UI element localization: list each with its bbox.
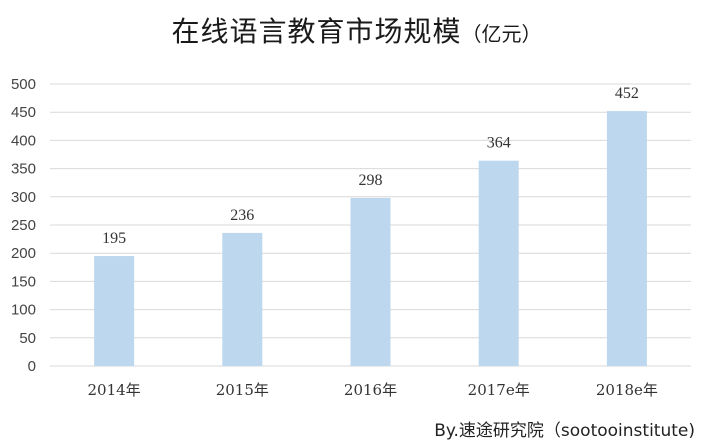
data-label-3: 364 — [487, 135, 511, 152]
y-tick-label: 450 — [11, 104, 36, 121]
bar-3 — [478, 160, 519, 366]
x-category-label-4: 2018e年 — [596, 381, 658, 399]
data-label-4: 452 — [615, 85, 639, 102]
y-axis-ticks: 0 50 100 150 200 250 300 350 400 450 500 — [11, 76, 36, 375]
y-tick-label: 500 — [11, 76, 36, 93]
y-tick-label: 100 — [11, 302, 36, 319]
y-tick-label: 300 — [11, 189, 36, 206]
y-tick-label: 400 — [11, 132, 36, 149]
bars — [94, 111, 647, 367]
y-tick-label: 350 — [11, 161, 36, 178]
data-label-2: 298 — [359, 172, 383, 189]
bar-0 — [94, 256, 135, 366]
y-tick-label: 50 — [19, 330, 36, 347]
chart-title: 在线语言教育市场规模（亿元） — [0, 10, 713, 50]
chart-title-main: 在线语言教育市场规模 — [171, 15, 462, 48]
data-label-1: 236 — [230, 207, 254, 224]
chart-title-unit: （亿元） — [461, 22, 542, 46]
y-tick-label: 250 — [11, 217, 36, 234]
x-axis-categories: 2014年 2015年 2016年 2017e年 2018e年 — [88, 381, 658, 399]
y-tick-label: 150 — [11, 273, 36, 290]
y-tick-label: 200 — [11, 245, 36, 262]
bar-2 — [350, 197, 391, 366]
data-label-0: 195 — [102, 230, 126, 247]
bar-1 — [222, 232, 263, 366]
data-labels: 195 236 298 364 452 — [102, 85, 639, 247]
bar-4 — [606, 111, 647, 367]
x-category-label-1: 2015年 — [216, 381, 269, 399]
x-category-label-0: 2014年 — [88, 381, 141, 399]
x-category-label-3: 2017e年 — [468, 381, 530, 399]
x-category-label-2: 2016年 — [344, 381, 397, 399]
gridlines — [50, 83, 691, 367]
y-tick-label: 0 — [28, 358, 36, 375]
source-note: By.速途研究院（sootooinstitute) — [434, 421, 695, 441]
